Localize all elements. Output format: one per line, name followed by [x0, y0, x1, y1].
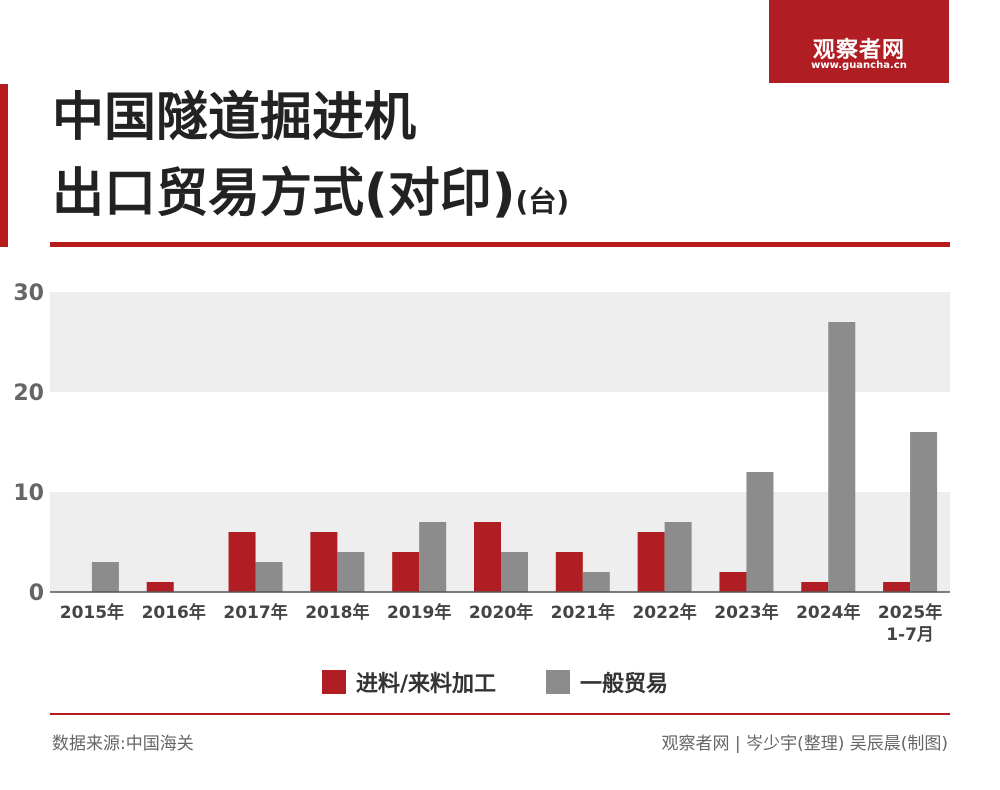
x-tick-label: 2015年 — [60, 602, 124, 623]
x-tick-label: 2022年 — [632, 602, 696, 623]
y-tick-label: 0 — [29, 581, 44, 606]
legend-swatch-general-trade — [546, 670, 570, 694]
bar-processing-trade — [801, 582, 829, 592]
bar-processing-trade — [474, 522, 501, 592]
x-tick-label: 2024年 — [796, 602, 860, 623]
x-tick-label: 2019年 — [387, 602, 451, 623]
brand-name: 观察者网 — [812, 38, 905, 63]
bar-processing-trade — [146, 582, 174, 592]
bar-general-trade — [337, 552, 365, 592]
brand-logo[interactable]: 观察者网 www.guancha.cn — [769, 0, 949, 83]
bar-general-trade — [501, 552, 528, 592]
bar-processing-trade — [228, 532, 256, 592]
bar-processing-trade — [392, 552, 420, 592]
legend-label-general-trade: 一般贸易 — [580, 672, 669, 697]
legend-item-general-trade: 一般贸易 — [546, 664, 668, 700]
chart-title-line1: 中国隧道掘进机 — [52, 88, 417, 148]
legend-label-processing-trade: 进料/来料加工 — [356, 672, 497, 697]
chart-legend: 进料/来料加工 一般贸易 — [0, 664, 1000, 700]
chart-title-line2-text: 出口贸易方式(对印) — [52, 164, 516, 224]
left-accent-bar — [0, 84, 8, 247]
x-tick-label: 2016年 — [142, 602, 206, 623]
data-source: 数据来源:中国海关 — [52, 734, 194, 754]
bar-processing-trade — [883, 582, 911, 592]
bar-processing-trade — [555, 552, 583, 592]
grid-band — [50, 292, 950, 392]
x-tick-label: 2021年 — [551, 602, 615, 623]
bar-processing-trade — [719, 572, 747, 592]
chart-title-line2: 出口贸易方式(对印)(台) — [52, 164, 569, 232]
bar-chart: 0 10 20 30 2015年 2016年 2017年 2018年 2019年 2020年 202… — [13, 281, 950, 645]
y-tick-label: 30 — [13, 281, 44, 306]
y-tick-label: 20 — [13, 381, 44, 406]
bar-general-trade — [746, 472, 774, 592]
credits: 观察者网 | 岑少宇(整理) 吴辰晨(制图) — [661, 734, 948, 754]
x-tick-label: 2025年 — [878, 602, 942, 623]
bar-general-trade — [255, 562, 283, 592]
y-tick-label: 10 — [13, 481, 44, 506]
bar-processing-trade — [637, 532, 665, 592]
footer-divider — [50, 713, 950, 715]
bar-general-trade — [582, 572, 610, 592]
legend-swatch-processing-trade — [322, 670, 346, 694]
x-tick-label: 2017年 — [223, 602, 287, 623]
chart-title-unit: (台) — [515, 185, 570, 218]
legend-item-processing-trade: 进料/来料加工 — [322, 664, 496, 700]
x-tick-label: 2018年 — [305, 602, 369, 623]
brand-url: www.guancha.cn — [811, 60, 907, 71]
bar-general-trade — [828, 322, 856, 592]
grid-band — [50, 392, 950, 492]
x-tick-label: 1-7月 — [886, 625, 934, 645]
bar-general-trade — [91, 562, 119, 592]
bar-processing-trade — [310, 532, 338, 592]
title-divider — [50, 242, 950, 247]
bar-general-trade — [910, 432, 938, 592]
bar-general-trade — [419, 522, 447, 592]
x-tick-label: 2020年 — [469, 602, 533, 623]
x-tick-label: 2023年 — [714, 602, 778, 623]
bar-general-trade — [664, 522, 692, 592]
